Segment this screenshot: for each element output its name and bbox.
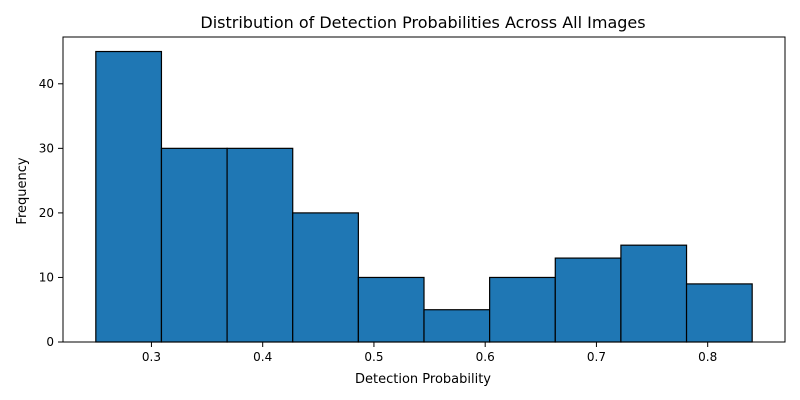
histogram-bar bbox=[95, 50, 163, 343]
x-tick-label: 0.6 bbox=[476, 350, 495, 364]
y-tick-label: 40 bbox=[39, 77, 54, 91]
histogram-bar bbox=[160, 147, 228, 343]
y-tick-label: 20 bbox=[39, 206, 54, 220]
y-tick-label: 0 bbox=[46, 335, 54, 349]
bars-group bbox=[95, 50, 753, 343]
histogram-bar bbox=[620, 244, 688, 343]
histogram-bar bbox=[489, 276, 556, 343]
y-axis-label: Frequency bbox=[15, 157, 30, 224]
chart-title: Distribution of Detection Probabilities … bbox=[200, 13, 645, 32]
histogram-bar bbox=[292, 212, 359, 343]
y-tick-label: 30 bbox=[39, 141, 54, 155]
histogram-bar bbox=[554, 257, 622, 343]
histogram-bar bbox=[226, 147, 294, 343]
histogram-bar bbox=[685, 283, 753, 343]
histogram-bar bbox=[423, 309, 491, 343]
y-tick-label: 10 bbox=[39, 270, 54, 284]
x-axis-label: Detection Probability bbox=[355, 372, 491, 387]
y-axis: 0 10 20 30 40 bbox=[39, 77, 63, 349]
x-axis: 0.3 0.4 0.5 0.6 0.7 0.8 bbox=[142, 342, 717, 364]
plot-frame bbox=[62, 36, 786, 343]
x-tick-label: 0.3 bbox=[142, 350, 161, 364]
histogram-bar bbox=[357, 276, 425, 343]
x-tick-label: 0.8 bbox=[698, 350, 717, 364]
x-tick-label: 0.7 bbox=[587, 350, 606, 364]
x-tick-label: 0.5 bbox=[364, 350, 383, 364]
x-tick-label: 0.4 bbox=[253, 350, 272, 364]
